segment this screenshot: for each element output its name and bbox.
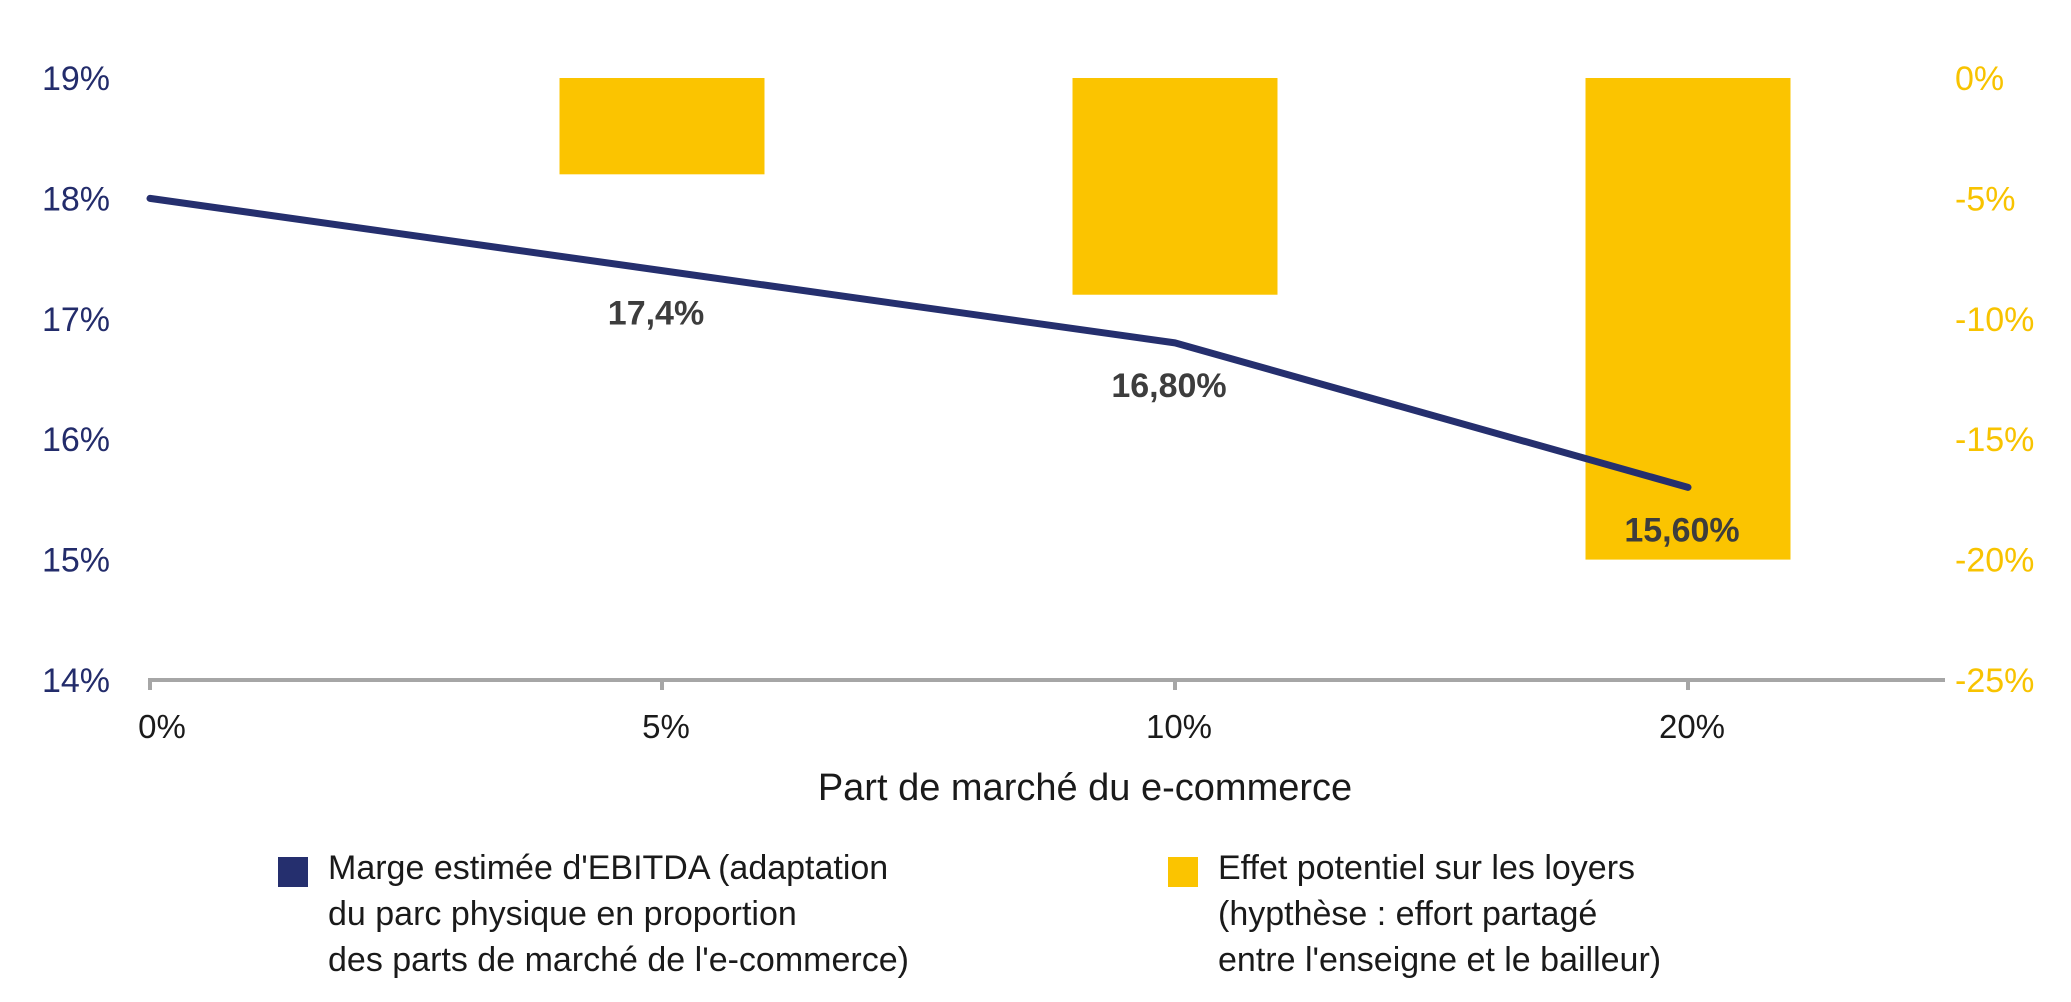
y-right-tick-label: -10% [1955,301,2034,339]
data-label: 17,4% [608,295,704,333]
labels-layer: 17,4% 16,80% 15,60% [608,295,1740,550]
line-layer [146,194,1692,491]
legend-swatch-line [278,857,308,887]
data-label: 15,60% [1624,511,1739,549]
data-label: 16,80% [1111,367,1226,405]
y-left-tick-label: 16% [42,421,110,459]
x-tick-label: 0% [138,708,186,745]
x-tick-label: 5% [642,708,690,745]
rent-effect-bar [1072,78,1278,295]
y-left-tick-label: 15% [42,542,110,580]
rent-effect-bar [559,78,765,175]
y-left-tick-label: 19% [42,60,110,98]
legend-swatch-bar [1168,857,1198,887]
legend-item-bar: Effet potentiel sur les loyers (hypthèse… [1168,845,1788,983]
legend-label-bar: Effet potentiel sur les loyers (hypthèse… [1218,849,1662,979]
y-left-tick-label: 17% [42,301,110,339]
y-right-tick-label: -20% [1955,542,2034,580]
y-right-tick-label: 0% [1955,60,2004,98]
rent-effect-bar [1585,78,1791,560]
y-right-tick-label: -5% [1955,180,2015,218]
x-axis-title: Part de marché du e-commerce [818,767,1352,809]
legend-item-line: Marge estimée d'EBITDA (adaptation du pa… [278,845,1038,983]
legend-label-line: Marge estimée d'EBITDA (adaptation du pa… [328,849,909,979]
y-left-tick-label: 14% [42,662,110,700]
x-tick-marks [148,680,1690,690]
x-tick-label: 20% [1659,708,1725,745]
y-right-tick-label: -25% [1955,662,2034,700]
ebitda-margin-line [146,194,1692,491]
bars-layer [559,78,1791,560]
y-right-tick-label: -15% [1955,421,2034,459]
y-left-tick-label: 18% [42,180,110,218]
x-tick-label: 10% [1146,708,1212,745]
